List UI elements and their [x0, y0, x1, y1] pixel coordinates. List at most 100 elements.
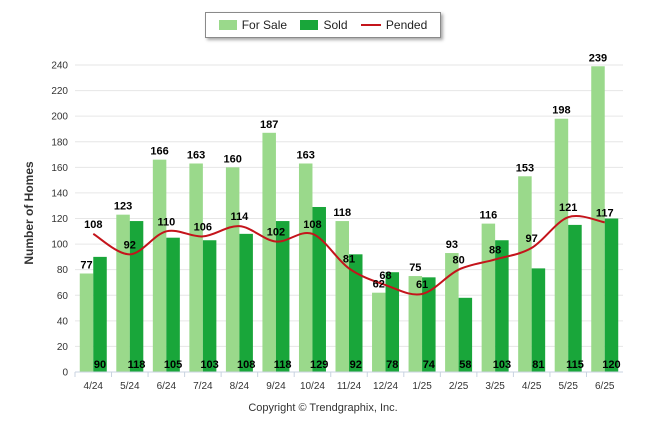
y-tick-label: 200 — [51, 112, 68, 123]
label-sold: 78 — [386, 359, 398, 371]
legend-item-pended[interactable]: Pended — [360, 18, 428, 32]
x-tick-label: 1/25 — [412, 381, 432, 392]
label-pended: 110 — [157, 216, 175, 228]
label-pended: 97 — [526, 233, 538, 245]
x-tick-label: 8/24 — [230, 381, 250, 392]
label-sold: 118 — [274, 359, 292, 371]
bar-sold — [275, 221, 290, 372]
bar-sold — [568, 224, 582, 372]
bar-for-sale — [591, 66, 605, 372]
bar-for-sale — [262, 132, 276, 372]
bar-sold — [166, 237, 180, 372]
y-tick-label: 120 — [51, 214, 68, 225]
label-for-sale: 166 — [150, 146, 168, 158]
bar-sold — [349, 254, 363, 372]
axes: 0 20 40 60 80 100 120 140 160 180 200 220 240 4/24 5/2… — [51, 61, 623, 392]
label-pended: 61 — [416, 279, 428, 291]
bar-sold — [385, 272, 400, 372]
x-tick-label: 12/24 — [373, 381, 398, 392]
y-tick-label: 60 — [57, 291, 69, 302]
label-sold: 74 — [423, 359, 436, 371]
label-for-sale: 163 — [187, 149, 205, 161]
label-sold: 58 — [459, 359, 471, 371]
legend-label-for-sale: For Sale — [241, 18, 288, 32]
label-sold: 105 — [164, 359, 182, 371]
x-tick-label: 10/24 — [300, 381, 325, 392]
label-for-sale: 187 — [260, 119, 278, 131]
label-for-sale: 75 — [409, 262, 421, 274]
label-pended: 81 — [343, 253, 355, 265]
label-sold: 81 — [532, 359, 544, 371]
label-for-sale: 62 — [373, 279, 385, 291]
x-tick-label: 5/24 — [120, 381, 140, 392]
legend-swatch-pended — [360, 24, 381, 26]
label-sold: 90 — [94, 359, 106, 371]
bar-for-sale — [189, 163, 203, 372]
label-pended: 88 — [489, 244, 501, 256]
x-tick-label: 4/24 — [84, 381, 104, 392]
legend-label-sold: Sold — [323, 18, 348, 32]
bar-sold — [129, 221, 144, 372]
y-tick-label: 220 — [51, 86, 68, 97]
y-tick-label: 240 — [51, 61, 68, 72]
bar-for-sale — [116, 214, 130, 372]
label-for-sale: 153 — [516, 162, 534, 174]
label-for-sale: 118 — [333, 207, 351, 219]
label-for-sale: 160 — [223, 153, 241, 165]
bar-sold — [604, 218, 619, 372]
label-sold: 115 — [566, 359, 584, 371]
y-tick-label: 180 — [51, 137, 68, 148]
label-pended: 102 — [267, 227, 285, 239]
label-pended: 114 — [231, 211, 250, 223]
bar-sold — [312, 206, 326, 372]
x-tick-label: 11/24 — [337, 381, 362, 392]
label-pended: 80 — [452, 255, 464, 267]
label-pended: 92 — [124, 239, 136, 251]
label-sold: 92 — [350, 359, 362, 371]
y-tick-label: 100 — [51, 240, 68, 251]
legend-item-for-sale[interactable]: For Sale — [218, 18, 288, 32]
x-tick-label: 7/24 — [193, 381, 213, 392]
bar-for-sale — [518, 176, 532, 372]
label-for-sale: 93 — [446, 239, 458, 251]
y-tick-label: 160 — [51, 163, 68, 174]
label-pended: 106 — [194, 221, 212, 233]
x-tick-label: 2/25 — [449, 381, 469, 392]
label-for-sale: 239 — [589, 52, 607, 64]
y-tick-label: 20 — [57, 342, 69, 353]
bar-sold — [202, 240, 217, 372]
label-pended: 117 — [596, 207, 614, 219]
y-tick-label: 0 — [62, 368, 68, 379]
bar-sold — [531, 268, 546, 372]
pended-line — [92, 215, 605, 296]
bar-for-sale — [335, 221, 349, 372]
label-sold: 129 — [310, 359, 328, 371]
label-pended: 108 — [84, 219, 102, 231]
bar-sold — [239, 233, 253, 372]
bar-for-sale — [152, 159, 167, 372]
y-tick-label: 140 — [51, 188, 68, 199]
bar-for-sale — [445, 253, 459, 372]
label-pended: 108 — [303, 219, 321, 231]
data-labels: 77 90 123 118 166 105 163 103 160 108 187 118 163 129… — [80, 52, 620, 371]
bar-for-sale — [408, 276, 423, 372]
legend: For Sale Sold Pended — [205, 12, 441, 38]
x-tick-label: 6/25 — [595, 381, 615, 392]
label-pended: 68 — [379, 270, 391, 282]
bar-for-sale — [225, 167, 240, 372]
bar-sold — [93, 256, 107, 372]
bar-for-sale — [298, 163, 313, 372]
bar-sold — [422, 277, 436, 372]
legend-item-sold[interactable]: Sold — [300, 18, 348, 32]
legend-label-pended: Pended — [385, 18, 428, 32]
label-for-sale: 116 — [480, 210, 498, 222]
bar-sold — [495, 240, 509, 372]
x-tick-label: 9/24 — [266, 381, 286, 392]
y-tick-label: 40 — [57, 316, 69, 327]
label-sold: 120 — [602, 359, 620, 371]
legend-swatch-for-sale — [218, 20, 237, 30]
legend-swatch-sold — [300, 20, 319, 30]
label-sold: 103 — [493, 359, 511, 371]
label-pended: 121 — [559, 202, 577, 214]
